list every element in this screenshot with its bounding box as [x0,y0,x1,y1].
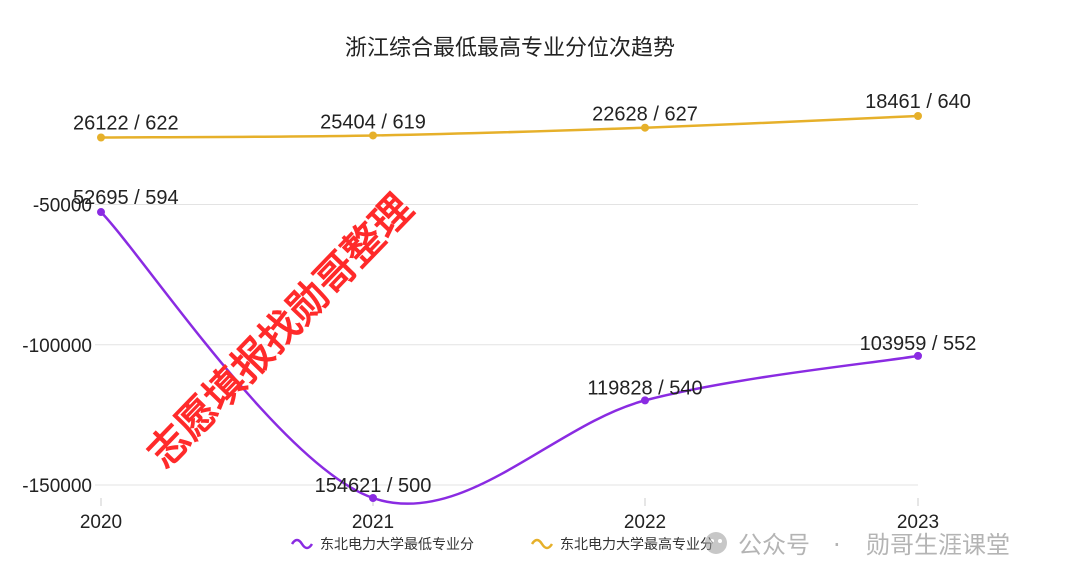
data-point[interactable] [914,112,922,120]
footer-watermark: 公众号 · 勋哥生涯课堂 [705,531,1010,559]
legend-label-min: 东北电力大学最低专业分 [320,537,474,553]
data-label: 52695 / 594 [73,187,179,209]
x-tick-label: 2022 [624,512,666,533]
legend: 东北电力大学最低专业分 东北电力大学最高专业分 [290,536,714,553]
data-label: 119828 / 540 [587,377,702,399]
data-point[interactable] [369,131,377,140]
x-axis-ticks: 2020 2021 2022 2023 [80,498,939,533]
y-tick-label: -150000 [22,476,92,497]
data-label: 18461 / 640 [865,91,971,113]
data-point[interactable] [369,494,377,502]
data-label: 154621 / 500 [315,475,432,497]
data-point[interactable] [97,208,105,217]
data-points [97,112,922,502]
gridlines [95,203,918,486]
data-point[interactable] [641,396,649,405]
data-point[interactable] [914,351,922,360]
legend-item-max[interactable]: 东北电力大学最高专业分 [530,536,714,553]
data-label: 22628 / 627 [592,104,698,126]
diagonal-watermark: 志愿填报找勋哥整理 [139,186,422,477]
footer-name: 勋哥生涯课堂 [866,531,1010,559]
legend-swatch-max [530,538,554,550]
y-tick-label: -50000 [33,195,92,216]
data-label: 25404 / 619 [320,111,426,133]
x-tick-label: 2023 [897,512,939,533]
series-line-max [100,114,919,139]
legend-label-max: 东北电力大学最高专业分 [560,536,714,553]
chart-title: 浙江综合最低最高专业分位次趋势 [345,36,675,61]
data-labels: 52695 / 594 154621 / 500 119828 / 540 10395… [73,91,976,497]
y-axis-ticks: -50000 -100000 -150000 [22,195,92,497]
y-tick-label: -100000 [22,336,92,357]
wechat-logo-icon [705,532,727,554]
legend-item-min[interactable]: 东北电力大学最低专业分 [290,537,474,553]
footer-separator: · [833,531,841,559]
data-point[interactable] [97,133,105,142]
footer-prefix: 公众号 [738,531,810,559]
series-lines [100,114,919,505]
series-line-min [100,211,919,505]
legend-swatch-min [290,538,314,550]
data-label: 103959 / 552 [860,333,977,355]
data-point[interactable] [641,123,649,132]
x-tick-label: 2020 [80,512,122,533]
data-label: 26122 / 622 [73,112,179,134]
x-tick-label: 2021 [352,512,394,533]
